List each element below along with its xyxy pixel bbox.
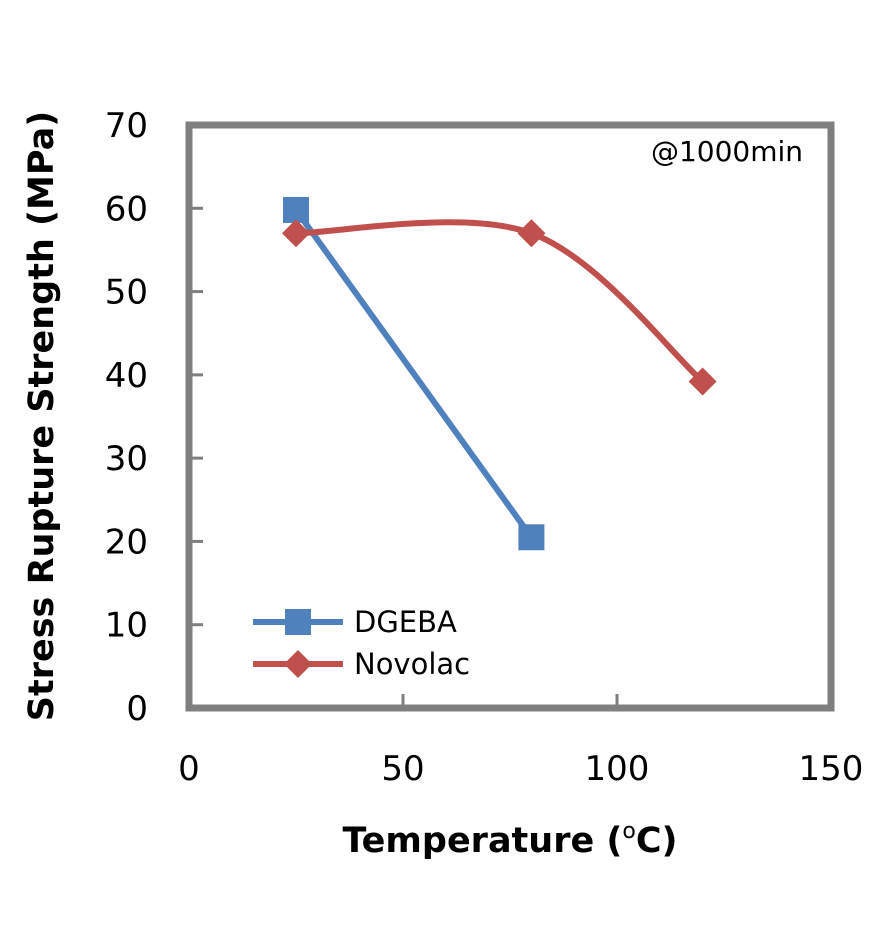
legend-label-dgeba: DGEBA [354,605,457,639]
x-axis-title: Temperature (oC) [342,819,677,861]
data-point-novolac [282,219,310,248]
x-tick-label: 100 [585,749,650,789]
data-point-novolac [688,367,717,396]
legend-marker-novolac [284,650,312,678]
data-point-dgeba [518,524,545,551]
x-axis-title-superscript: o [622,819,635,844]
data-point-dgeba [283,196,309,223]
legend: DGEBA Novolac [253,605,470,681]
series-line-novolac [293,219,706,385]
plot-border [185,121,835,712]
plot-area [185,121,835,712]
legend-label-novolac: Novolac [354,647,470,681]
y-tick-label: 40 [105,356,148,396]
x-tick-label: 0 [178,749,200,789]
tick-labels: 0 50 100 150 0 10 20 30 40 50 60 70 [105,106,864,789]
legend-marker-dgeba [285,609,311,635]
x-tick-label: 150 [799,749,864,789]
series-line-dgeba [293,206,535,541]
series-layer [282,196,717,551]
y-tick-label: 60 [105,189,148,229]
y-tick-label: 20 [105,522,148,562]
y-tick-label: 70 [105,106,148,146]
y-tick-label: 10 [105,606,148,646]
x-tick-label: 50 [381,749,424,789]
x-axis-title-prefix: Temperature ( [342,821,622,861]
x-axis-title-suffix: C) [636,821,678,861]
y-tick-label: 0 [126,689,148,729]
y-tick-label: 30 [105,439,148,479]
y-axis-title: Stress Rupture Strength (MPa) [22,111,62,721]
data-point-novolac [517,219,546,248]
y-tick-label: 50 [105,273,148,313]
chart-annotation: @1000min [651,135,803,168]
